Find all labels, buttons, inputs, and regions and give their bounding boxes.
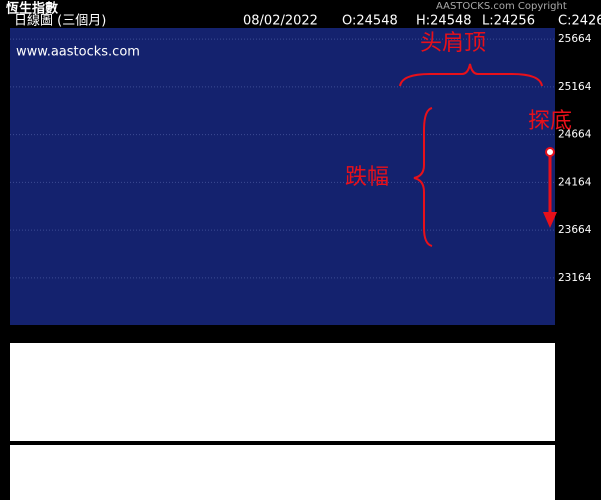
y-tick-label: 23664 [558,224,592,236]
copyright: AASTOCKS.com Copyright [436,1,567,12]
macd-panel-1 [10,343,555,441]
arrow-tail [545,147,555,157]
brace-drop [413,107,433,247]
brace-top [399,63,543,87]
watermark: www.aastocks.com [16,45,140,60]
low: L:24256 [482,14,535,29]
y-tick-label: 25164 [558,81,592,93]
macd-panel-2 [10,445,555,500]
annotation-drop: 跌幅 [345,165,389,190]
annotation-bottom: 探底 [528,109,572,134]
annotation-top: 头肩顶 [420,31,486,56]
open: O:24548 [342,14,398,29]
y-tick-label: 23164 [558,272,592,284]
y-tick-label: 25664 [558,33,592,45]
subtitle: 日線圖 (三個月) [14,13,106,29]
high: H:24548 [416,14,472,29]
price-panel [10,28,555,325]
close: C:24264 [558,14,601,29]
y-tick-label: 24664 [558,129,592,141]
date: 08/02/2022 [243,14,318,29]
title: 恆生指數 [5,1,58,17]
y-tick-label: 24164 [558,176,592,188]
arrow-head [543,212,557,228]
